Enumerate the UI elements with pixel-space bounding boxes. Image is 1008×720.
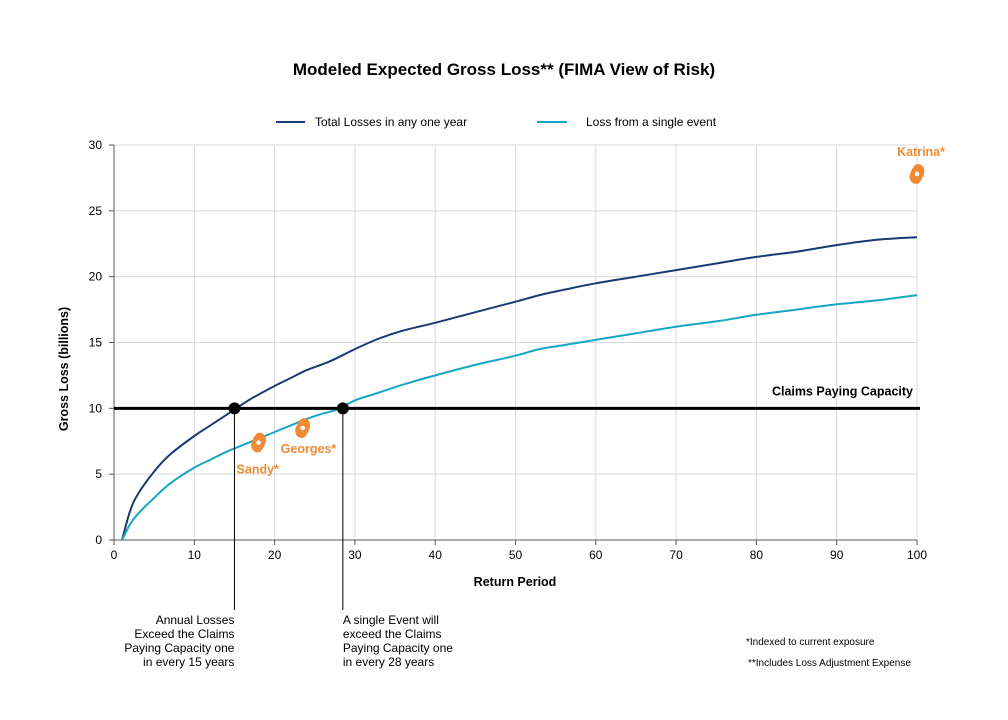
- x-tick-label: 90: [830, 548, 844, 562]
- overlays: Claims Paying Capacity Annual LossesExcee…: [114, 145, 945, 669]
- annotation-text: in every 15 years: [143, 655, 234, 669]
- annotation-text: A single Event will: [343, 613, 439, 627]
- x-tick-label: 0: [111, 548, 118, 562]
- annotation-text: Paying Capacity one: [343, 641, 453, 655]
- legend: Total Losses in any one year Loss from a…: [276, 115, 717, 129]
- chart-title: Modeled Expected Gross Loss** (FIMA View…: [293, 60, 715, 79]
- claims-capacity-label: Claims Paying Capacity: [772, 384, 913, 398]
- series-line-single: [121, 294, 918, 541]
- intersection-marker: [336, 402, 349, 415]
- y-axis-title: Gross Loss (billions): [57, 307, 71, 431]
- annotation-text: Annual Losses: [156, 613, 235, 627]
- legend-label-total: Total Losses in any one year: [315, 115, 467, 129]
- x-tick-label: 80: [750, 548, 764, 562]
- x-tick-label: 70: [669, 548, 683, 562]
- axes: 0 5 10 15 20 25 30 0 10 20 30 40 50 60 70 80 90 100: [89, 138, 928, 562]
- x-tick-label: 10: [188, 548, 202, 562]
- y-tick-label: 30: [89, 138, 103, 152]
- x-tick-label: 50: [509, 548, 523, 562]
- footnote-lae: **Includes Loss Adjustment Expense: [748, 658, 911, 669]
- y-tick-label: 15: [89, 336, 103, 350]
- annotation-text: exceed the Claims: [343, 627, 442, 641]
- x-tick-label: 60: [589, 548, 603, 562]
- x-tick-label: 30: [348, 548, 362, 562]
- y-tick-label: 5: [95, 467, 102, 481]
- x-axis-title: Return Period: [474, 575, 557, 589]
- gridlines: [114, 144, 918, 540]
- annotation-text: Exceed the Claims: [134, 627, 234, 641]
- footnote-indexed: *Indexed to current exposure: [746, 637, 875, 648]
- storm-label: Sandy*: [237, 463, 280, 477]
- y-tick-label: 10: [89, 401, 103, 415]
- series: [121, 236, 918, 541]
- series-line-total: [121, 236, 918, 541]
- x-tick-label: 100: [907, 548, 927, 562]
- x-tick-label: 20: [268, 548, 282, 562]
- annotation-text: in every 28 years: [343, 655, 434, 669]
- y-tick-label: 25: [89, 204, 103, 218]
- hurricane-icon: [295, 418, 311, 438]
- x-tick-label: 40: [429, 548, 443, 562]
- y-tick-label: 20: [89, 270, 103, 284]
- y-tick-label: 0: [95, 533, 102, 547]
- storm-label: Georges*: [281, 442, 337, 456]
- annotation-text: Paying Capacity one: [124, 641, 234, 655]
- hurricane-icon: [909, 164, 925, 184]
- legend-label-single: Loss from a single event: [586, 115, 717, 129]
- hurricane-icon: [251, 432, 266, 453]
- storm-label: Katrina*: [897, 145, 945, 159]
- intersection-marker: [228, 402, 241, 415]
